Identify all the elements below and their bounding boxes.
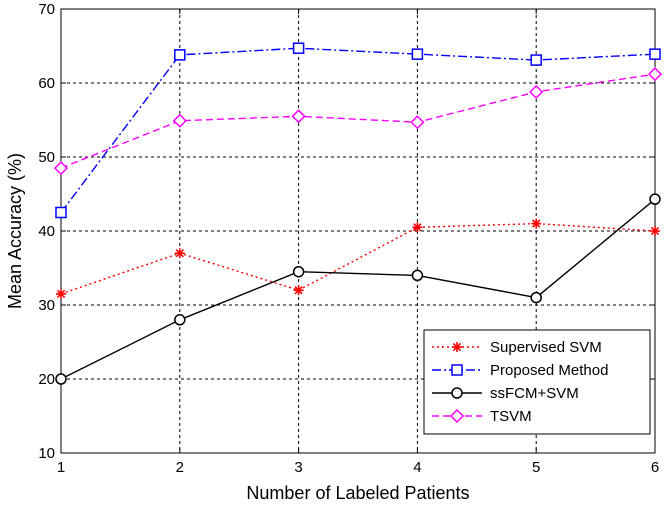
data-point xyxy=(452,342,462,352)
legend-entry: TSVM xyxy=(432,408,532,425)
data-point xyxy=(292,265,305,278)
y-tick-label: 70 xyxy=(38,1,55,18)
legend-entry: Supervised SVM xyxy=(432,339,602,356)
data-point xyxy=(449,408,465,424)
data-point xyxy=(53,161,69,176)
data-point xyxy=(411,48,424,60)
data-point xyxy=(451,364,463,376)
data-point xyxy=(649,48,661,60)
data-point xyxy=(530,54,542,66)
x-tick-label: 5 xyxy=(532,459,540,476)
data-point xyxy=(411,269,424,282)
data-point xyxy=(174,248,185,259)
series-line xyxy=(60,47,656,213)
grid-lines xyxy=(61,9,655,453)
series-line xyxy=(60,222,656,295)
series-layer xyxy=(53,42,663,385)
legend-entry: Proposed Method xyxy=(432,362,608,379)
data-point xyxy=(174,49,186,61)
legend-label: ssFCM+SVM xyxy=(490,385,579,402)
data-point xyxy=(55,373,67,385)
data-point xyxy=(56,288,66,299)
data-point xyxy=(529,84,544,99)
data-point xyxy=(647,67,663,82)
x-tick-label: 4 xyxy=(413,459,421,476)
legend-entry: ssFCM+SVM xyxy=(432,385,579,402)
series-supervised-svm xyxy=(56,218,660,299)
series-tsvm xyxy=(53,67,663,176)
data-point xyxy=(174,314,186,326)
data-point xyxy=(292,42,305,54)
data-point xyxy=(451,387,463,399)
y-tick-label: 30 xyxy=(38,297,55,314)
x-tick-label: 2 xyxy=(176,459,184,476)
y-tick-label: 40 xyxy=(38,223,55,240)
legend-label: Supervised SVM xyxy=(490,339,602,356)
data-point xyxy=(172,113,187,128)
legend: Supervised SVM Proposed Method ssFCM+SVM TS… xyxy=(423,329,651,435)
x-axis-label: Number of Labeled Patients xyxy=(246,483,469,503)
data-point xyxy=(412,222,423,233)
y-axis-label: Mean Accuracy (%) xyxy=(5,153,25,309)
y-tick-label: 10 xyxy=(38,445,55,462)
y-tick-label: 60 xyxy=(38,75,55,92)
y-tick-label: 50 xyxy=(38,149,55,166)
data-point xyxy=(650,226,660,236)
legend-label: TSVM xyxy=(490,408,532,425)
data-point xyxy=(410,115,425,130)
x-tick-label: 3 xyxy=(294,459,302,476)
x-tick-label: 6 xyxy=(651,459,659,476)
axis-ticks: 1 2 3 4 5 6 10 20 30 40 50 60 70 xyxy=(38,1,659,476)
legend-label: Proposed Method xyxy=(490,362,608,379)
x-tick-label: 1 xyxy=(57,459,65,476)
data-point xyxy=(530,291,542,304)
series-line xyxy=(60,73,656,169)
data-point xyxy=(293,285,304,296)
series-line xyxy=(60,198,656,380)
data-point xyxy=(291,109,306,124)
series-proposed-method xyxy=(55,42,661,219)
y-tick-label: 20 xyxy=(38,371,55,388)
series-ssfcm-svm xyxy=(55,193,661,385)
data-point xyxy=(531,218,542,229)
data-point xyxy=(649,193,661,205)
data-point xyxy=(55,206,67,219)
